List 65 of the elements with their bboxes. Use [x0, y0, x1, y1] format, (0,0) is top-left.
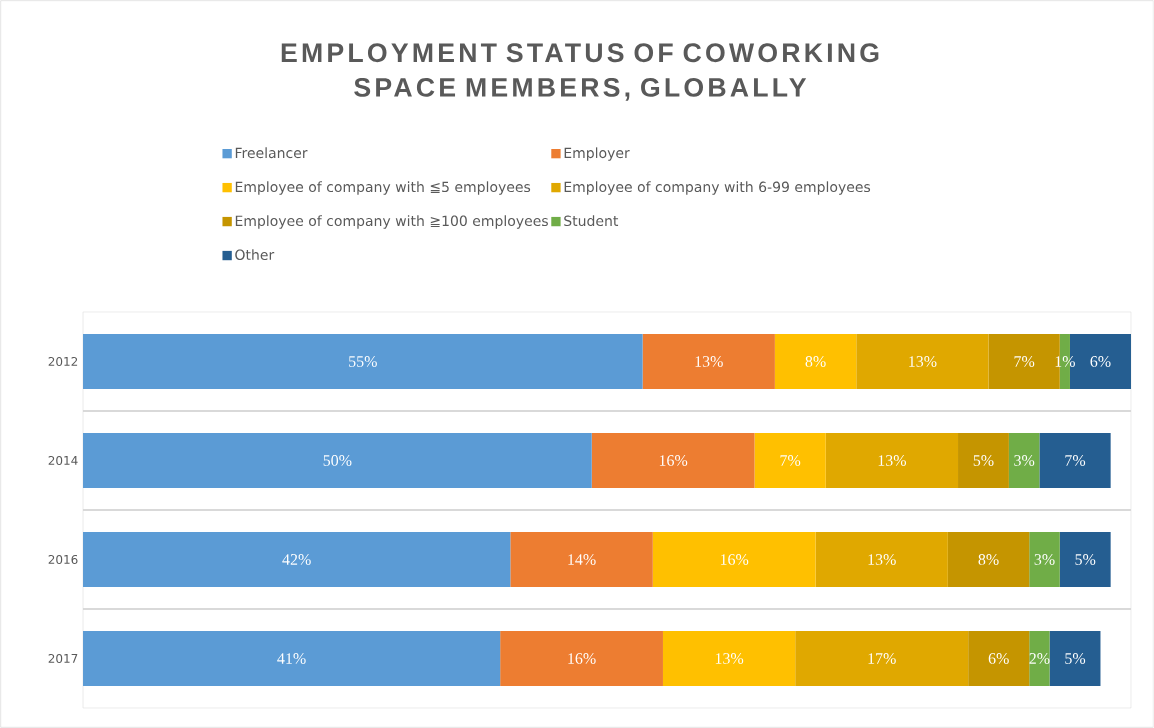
data-label: 1%: [1055, 356, 1075, 367]
data-label: 14%: [568, 554, 596, 565]
data-label: 8%: [805, 356, 826, 367]
bar: [1059, 531, 1111, 587]
bar: [83, 432, 592, 488]
bar: [856, 334, 989, 389]
y-tick-label: 2016: [48, 554, 78, 565]
data-label: 42%: [282, 554, 311, 565]
data-label: 13%: [695, 356, 723, 367]
bar: [83, 630, 501, 686]
legend-label: Employee of company with ≦5 employees: [235, 181, 531, 195]
bar: [958, 432, 1009, 488]
bar: [947, 531, 1030, 587]
bar: [662, 630, 796, 686]
bar: [510, 531, 653, 587]
data-label: 13%: [878, 455, 907, 466]
legend-label: Other: [235, 249, 275, 261]
data-label: 5%: [973, 455, 994, 466]
data-label: 16%: [720, 554, 749, 565]
bar: [1029, 630, 1050, 686]
bar: [1039, 432, 1111, 488]
bar: [591, 432, 755, 488]
bar: [1029, 531, 1060, 587]
bar: [1008, 432, 1040, 488]
bar: [825, 432, 959, 488]
data-label: 6%: [988, 653, 1009, 664]
legend-label: Employee of company with ≧100 employees: [235, 215, 548, 229]
data-label: 8%: [978, 554, 999, 565]
legend-label: Student: [564, 215, 619, 227]
legend-label: Freelancer: [235, 147, 308, 159]
bar: [642, 334, 775, 389]
data-label: 7%: [1014, 356, 1035, 367]
bar: [754, 432, 826, 488]
bar: [652, 531, 816, 587]
legend-label: Employer: [564, 147, 630, 161]
bar: [500, 630, 663, 686]
data-label: 16%: [659, 455, 688, 466]
bar: [968, 630, 1030, 686]
bar: [83, 531, 511, 587]
data-label: 2%: [1029, 653, 1050, 664]
data-label: 16%: [568, 653, 596, 664]
y-tick-label: 2012: [48, 356, 78, 367]
data-label: 13%: [715, 653, 744, 664]
data-label: 55%: [349, 356, 377, 367]
data-label: 5%: [1065, 653, 1086, 664]
data-label: 50%: [323, 455, 352, 466]
data-label: 3%: [1034, 554, 1055, 565]
data-label: 7%: [780, 455, 801, 466]
bar: [774, 334, 857, 389]
data-label: 13%: [868, 554, 896, 565]
data-label: 17%: [868, 653, 896, 664]
data-label: 3%: [1014, 455, 1035, 466]
data-label: 7%: [1065, 455, 1086, 466]
bar: [795, 630, 969, 686]
legend-label: Employee of company with 6-99 employees: [564, 181, 871, 195]
data-label: 6%: [1090, 356, 1111, 367]
data-label: 5%: [1075, 554, 1096, 565]
y-tick-label: 2014: [48, 455, 78, 466]
bar: [1049, 630, 1101, 686]
y-tick-label: 2017: [48, 653, 78, 664]
bar: [815, 531, 948, 587]
data-label: 13%: [909, 356, 937, 367]
chart-title: EMPLOYMENT STATUS OF COWORKING SPACE MEMBERS, GLOBALLY: [281, 43, 879, 101]
data-label: 41%: [277, 653, 306, 664]
bar: [83, 334, 643, 389]
